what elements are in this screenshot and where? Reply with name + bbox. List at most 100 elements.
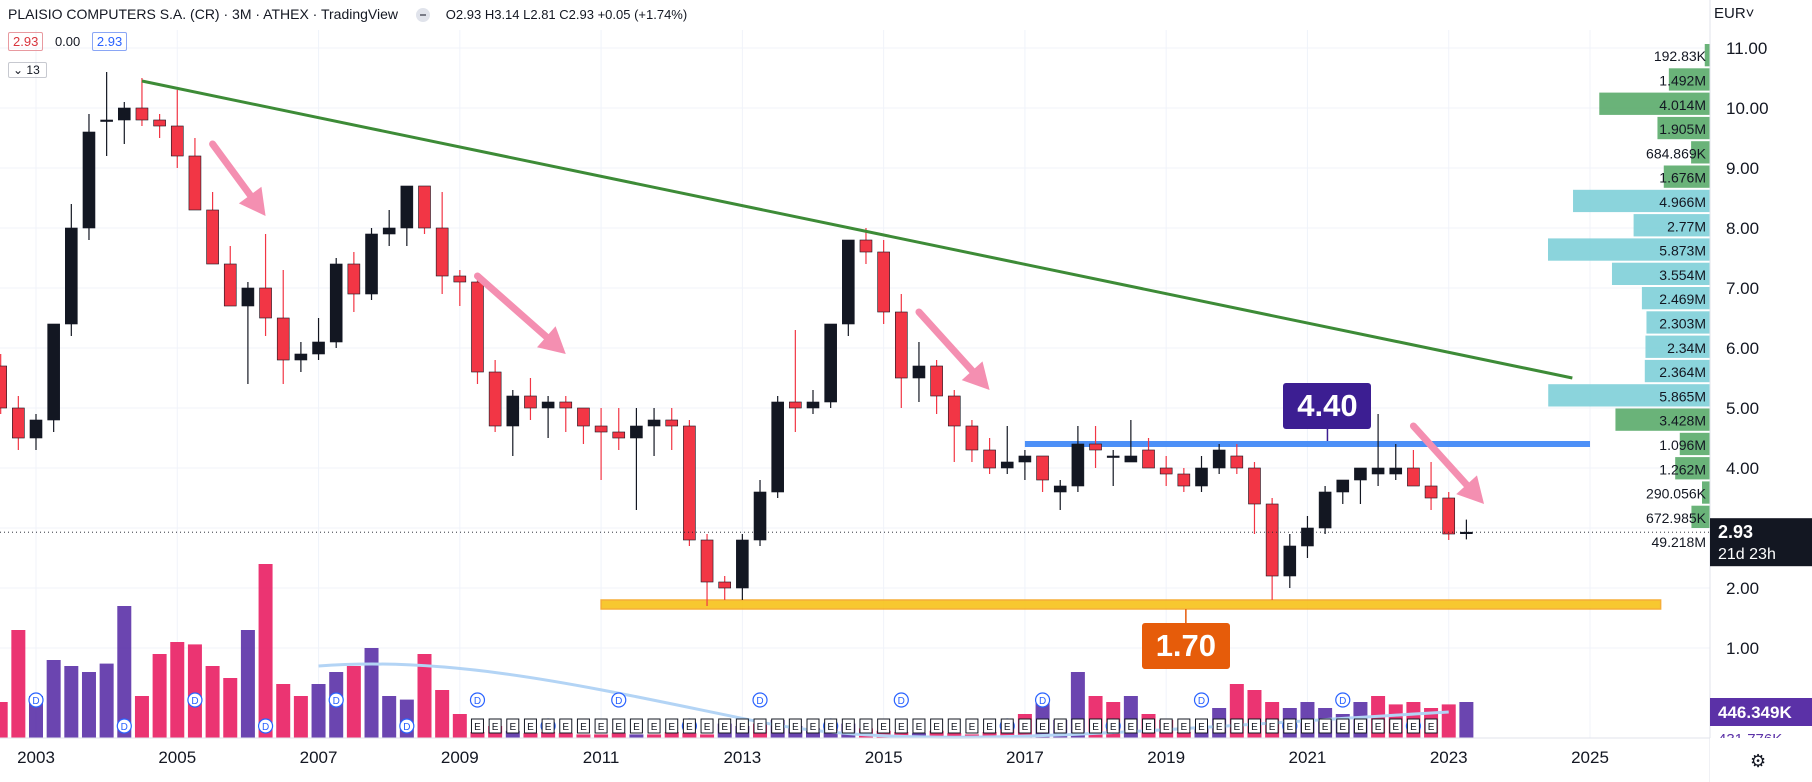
earnings-marker-label: E [827,722,834,733]
candle [665,408,679,450]
volume-bar [929,730,944,738]
candle-body [1053,485,1067,493]
candle-body [1106,455,1120,458]
settings-gear-icon[interactable]: ⚙ [1750,751,1767,771]
candle [647,408,661,456]
volume-profile-label: 192.83K [1654,48,1707,64]
volume-bar [293,696,308,738]
candle [12,396,25,450]
candle [29,414,43,450]
dividend-marker [469,692,486,708]
volume-profile-label: 4.014M [1659,97,1706,113]
trendline[interactable] [0,79,1710,533]
volume-profile-bar [1645,335,1710,358]
earnings-marker-label: E [1110,722,1117,733]
candle [276,270,290,384]
candle [0,354,7,414]
candle-body [877,251,890,313]
volume-bar [576,734,591,738]
volume-profile-bar [1641,287,1710,310]
candle-body [435,227,449,277]
earnings-marker-label: E [633,722,640,733]
dividend-marker [187,692,203,708]
dividend-marker-label: D [333,696,340,707]
price-tick-label: 9.00 [1726,159,1759,178]
candle [506,390,520,456]
earnings-marker-label: E [880,722,887,733]
candle [1248,462,1261,534]
earnings-marker-label: E [1198,722,1205,733]
earnings-marker-label: E [580,722,587,733]
earnings-marker-label: E [916,722,923,733]
candle-body [1124,455,1138,463]
candle [683,420,696,546]
volume-bar [170,642,185,738]
candle [859,228,873,264]
candle-body [1389,467,1403,475]
candle-body [718,581,732,589]
candle-body [329,263,343,343]
candle [930,360,943,414]
collapse-icon[interactable] [415,8,430,23]
earnings-marker [1283,718,1297,734]
earnings-marker [1406,718,1420,734]
candle-body [153,119,166,127]
volume-bar [382,696,397,738]
earnings-marker-label: E [527,722,534,733]
currency-selector[interactable]: EUR˅ [1714,5,1754,22]
dividend-marker [1335,692,1351,708]
currency-label: EUR [1714,5,1746,22]
down-arrow-icon [473,272,566,354]
earnings-marker [1353,718,1367,734]
support-label[interactable]: 1.70 [1141,623,1230,669]
candle-body [418,185,431,229]
volume-profile: 192.83K 1.492M 4.014M 1.905M 684.869K 1.676M 4… [1548,44,1710,550]
candle [1195,456,1208,492]
earnings-marker [1018,718,1032,734]
candle-body [559,401,573,409]
candle-body [1424,485,1438,499]
volume-bar [947,733,962,738]
earnings-marker [930,718,944,734]
arrow-shaft [473,272,550,341]
candle [1089,426,1102,468]
support-zone [600,599,1662,610]
buy-price-badge[interactable]: 2.93 [91,32,128,51]
horizontal-zones[interactable] [600,429,1662,623]
earnings-marker-label: E [739,722,746,733]
volume-profile-label: 5.873M [1659,243,1706,259]
volume-histogram [0,564,1474,738]
volume-bar [0,702,8,738]
resistance-label[interactable]: 4.40 [1283,383,1372,429]
candle-body [135,107,149,121]
volume-bar [134,696,149,738]
earnings-marker-label: E [1339,722,1346,733]
earnings-marker [718,718,732,734]
candle [1265,498,1279,600]
candle-body [347,263,361,295]
down-arrow-icon [915,308,990,390]
candle-body [753,491,767,541]
candle [294,342,308,372]
price-axis-background [1710,0,1812,782]
indicators-toggle[interactable]: ⌄ 13 [8,62,47,78]
candle [700,534,714,606]
candle [312,318,325,360]
event-markers: DDDDDDDDDDDDDDDDDDDDEEEEEEEEEEEEEEEEEEEE… [28,692,1438,734]
dividend-marker-label: D [121,722,128,733]
symbol-title[interactable]: PLAISIO COMPUTERS S.A. (CR) · 3M · ATHEX… [8,6,399,22]
candle [718,576,732,600]
volume-bar [223,678,238,738]
volume-profile-label: 3.428M [1659,413,1706,429]
earnings-marker [1036,718,1050,734]
candle-body [488,371,502,427]
candle [524,378,537,420]
down-arrows[interactable] [209,140,1485,504]
volume-bar [664,732,679,738]
date-tick-label: 2005 [158,748,196,767]
sell-price-badge[interactable]: 2.93 [8,32,44,51]
arrow-shaft [915,308,976,375]
dividend-marker-label: D [262,722,269,733]
